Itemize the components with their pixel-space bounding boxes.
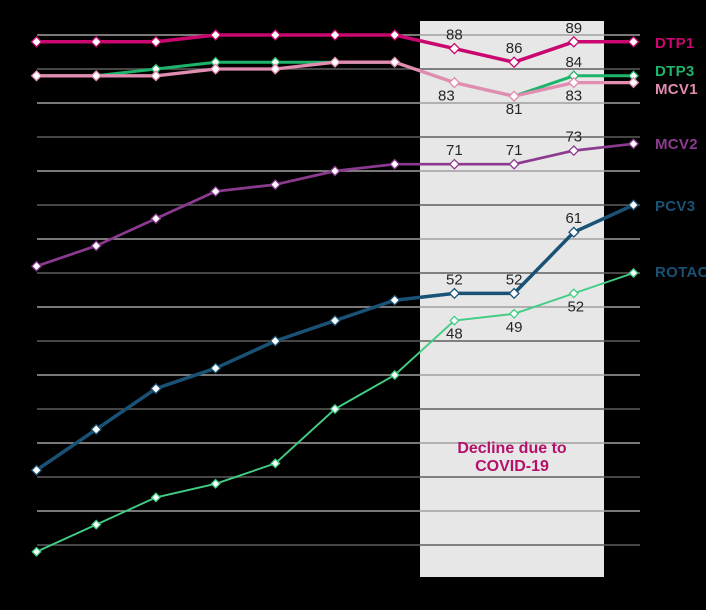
data-point-mcv1	[627, 76, 640, 89]
data-point-mcv2	[329, 165, 341, 177]
point-label-mcv1: 83	[565, 88, 582, 105]
data-point-mcv2	[30, 260, 43, 272]
data-point-dtp1	[508, 56, 521, 69]
data-point-mcv1	[90, 70, 102, 82]
data-point-pcv3	[90, 423, 102, 436]
data-point-rotac	[31, 546, 42, 557]
legend-label-dtp1: DTP1	[655, 35, 695, 52]
data-point-dtp1	[627, 35, 640, 48]
data-point-pcv3	[448, 287, 461, 300]
data-point-pcv3	[329, 314, 341, 327]
data-point-rotac	[91, 519, 102, 530]
data-point-mcv1	[269, 63, 282, 75]
data-point-rotac	[270, 458, 281, 469]
data-point-mcv1	[388, 56, 401, 68]
point-label-dtp3: 84	[565, 54, 582, 71]
point-label-dtp1: 86	[506, 40, 523, 57]
legend-label-mcv2: MCV2	[655, 136, 698, 153]
covid-annotation-line2: COVID-19	[475, 458, 549, 475]
covid-annotation-line1: Decline due to	[457, 440, 567, 457]
point-label-dtp1: 88	[446, 27, 463, 44]
data-point-mcv2	[448, 158, 460, 170]
data-point-mcv1	[209, 63, 222, 75]
point-label-pcv3: 52	[506, 271, 523, 288]
data-point-pcv3	[209, 362, 222, 374]
data-point-rotac	[508, 308, 520, 319]
data-point-rotac	[329, 403, 341, 415]
data-point-rotac	[150, 492, 162, 503]
point-label-mcv2: 73	[565, 129, 582, 146]
legend-label-rotac: ROTAC	[655, 264, 706, 281]
point-label-mcv1: 81	[506, 101, 523, 118]
data-point-rotac	[389, 369, 400, 381]
data-point-mcv2	[210, 185, 222, 197]
data-point-dtp1	[567, 35, 580, 48]
data-point-pcv3	[388, 294, 401, 306]
point-label-rotac: 48	[446, 326, 463, 343]
legend-label-pcv3: PCV3	[655, 198, 696, 215]
covid-annotation: Decline due to COVID-19	[432, 440, 592, 476]
point-label-pcv3: 61	[565, 210, 582, 227]
point-label-rotac: 49	[506, 319, 523, 336]
data-point-dtp1	[90, 35, 103, 48]
data-point-pcv3	[150, 382, 162, 395]
data-point-dtp1	[388, 29, 401, 41]
data-point-mcv2	[389, 158, 401, 170]
point-label-dtp1: 89	[565, 20, 582, 37]
legend-label-mcv1: MCV1	[655, 81, 698, 98]
legend-label-dtp3: DTP3	[655, 63, 695, 80]
data-point-dtp1	[448, 42, 461, 55]
data-point-pcv3	[269, 335, 282, 347]
data-point-mcv1	[30, 70, 43, 82]
point-label-mcv1: 83	[438, 88, 455, 105]
data-point-dtp1	[209, 29, 222, 41]
data-point-dtp1	[30, 35, 43, 48]
point-label-rotac: 52	[567, 298, 584, 315]
data-point-mcv2	[150, 213, 162, 225]
data-point-pcv3	[30, 464, 43, 476]
data-point-mcv2	[269, 179, 281, 191]
data-point-pcv3	[508, 287, 520, 300]
data-point-rotac	[568, 288, 579, 299]
data-point-pcv3	[627, 199, 640, 211]
data-point-pcv3	[568, 226, 580, 238]
data-point-rotac	[449, 315, 460, 326]
point-label-pcv3: 52	[446, 271, 463, 288]
data-point-mcv1	[150, 70, 162, 82]
data-point-mcv2	[627, 138, 640, 150]
data-point-mcv2	[568, 145, 580, 157]
data-point-rotac	[210, 478, 221, 489]
data-point-rotac	[628, 267, 639, 279]
data-point-mcv1	[448, 76, 461, 89]
data-point-dtp1	[269, 29, 282, 41]
data-point-mcv2	[90, 240, 102, 252]
data-point-mcv1	[329, 56, 341, 68]
covid-highlight-band	[420, 21, 604, 577]
data-point-dtp1	[329, 29, 341, 41]
data-point-mcv2	[508, 158, 520, 170]
data-point-dtp1	[149, 35, 162, 48]
data-point-mcv1	[508, 90, 520, 102]
point-label-mcv2: 71	[506, 142, 523, 159]
data-point-mcv1	[568, 76, 580, 89]
point-label-mcv2: 71	[446, 142, 463, 159]
